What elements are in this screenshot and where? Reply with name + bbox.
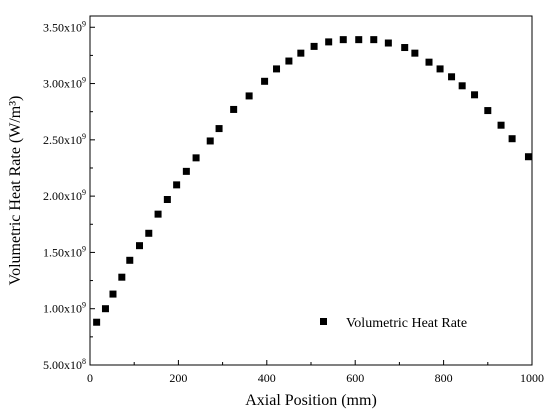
plot-layer	[93, 36, 532, 326]
data-point	[471, 91, 479, 99]
data-point	[285, 57, 293, 65]
data-point	[145, 229, 153, 237]
data-point	[118, 273, 126, 281]
data-point	[245, 92, 253, 100]
data-point	[215, 125, 223, 133]
data-point	[524, 153, 532, 161]
x-tick-label: 0	[87, 371, 93, 385]
data-point	[297, 49, 305, 57]
legend: Volumetric Heat Rate	[320, 316, 467, 331]
data-point	[93, 318, 101, 326]
x-tick-label: 1000	[520, 371, 544, 385]
data-point	[384, 39, 392, 47]
data-point	[370, 36, 378, 44]
data-point	[261, 77, 269, 85]
legend-marker	[320, 318, 327, 325]
data-point	[508, 135, 516, 143]
data-point	[163, 196, 171, 204]
y-axis-title: Volumetric Heat Rate (W/m³)	[7, 96, 24, 286]
x-tick-label: 600	[346, 371, 364, 385]
x-tick-label: 200	[169, 371, 187, 385]
plot-frame	[89, 15, 533, 366]
data-point	[458, 82, 466, 90]
data-point	[436, 65, 444, 73]
data-point	[339, 36, 347, 44]
x-axis-title: Axial Position (mm)	[245, 392, 377, 409]
data-point	[182, 167, 190, 175]
y-tick-label: 2.00x109	[43, 188, 86, 203]
data-point	[154, 210, 162, 218]
data-point	[325, 38, 333, 46]
data-point	[230, 105, 238, 113]
data-point	[448, 73, 456, 81]
data-point	[136, 242, 144, 250]
legend-label: Volumetric Heat Rate	[346, 316, 467, 331]
y-tick-label: 3.00x109	[43, 76, 86, 91]
y-tick-label: 3.50x109	[43, 19, 86, 34]
data-point	[173, 181, 181, 189]
data-point	[310, 42, 318, 50]
data-point	[109, 290, 117, 298]
data-point	[206, 137, 214, 145]
data-point	[355, 36, 363, 44]
data-point	[497, 121, 505, 129]
x-tick-label: 400	[258, 371, 276, 385]
data-point	[484, 107, 492, 115]
data-point	[401, 44, 409, 52]
ticks-layer: 0 200 400 600 800 1000 5.00x108 1.00x109 1.50x10…	[43, 19, 544, 385]
data-point	[101, 305, 109, 313]
y-tick-label: 1.50x109	[43, 244, 86, 259]
data-point	[411, 49, 419, 57]
y-tick-label: 2.50x109	[43, 132, 86, 147]
data-point	[425, 58, 433, 66]
data-point	[126, 256, 134, 264]
x-tick-label: 800	[435, 371, 453, 385]
y-tick-label: 1.00x109	[43, 301, 86, 316]
data-point	[273, 65, 281, 73]
y-tick-label: 5.00x108	[43, 357, 86, 372]
data-point	[192, 154, 200, 162]
